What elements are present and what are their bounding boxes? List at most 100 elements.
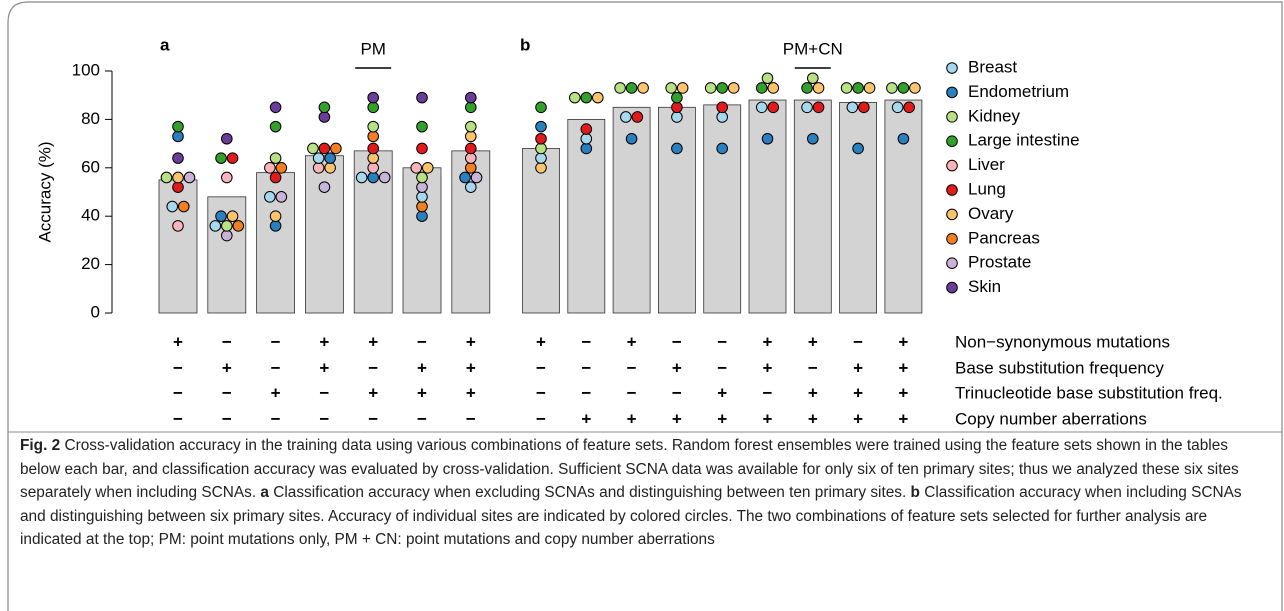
site-dot: [275, 162, 288, 174]
site-dot: [367, 171, 380, 184]
caption-text: Classification accuracy when including S…: [20, 484, 1242, 549]
site-dot: [269, 120, 282, 133]
site-dot: [671, 111, 683, 123]
feature-sign: −: [763, 383, 773, 402]
site-dot: [671, 101, 683, 114]
legend-label: Ovary: [968, 204, 1014, 223]
feature-sign: +: [417, 358, 427, 377]
feature-sign: +: [853, 383, 863, 402]
caption-text: Classification accuracy when excluding S…: [268, 484, 911, 502]
site-dot: [465, 181, 477, 193]
site-dot: [716, 82, 729, 94]
feature-sign: −: [466, 409, 476, 428]
site-dot: [172, 181, 184, 193]
feature-sign: −: [627, 358, 637, 377]
site-dot: [801, 101, 813, 114]
site-dot: [367, 162, 380, 174]
bar: [793, 99, 832, 314]
legend-dot: [946, 184, 958, 196]
bar: [256, 172, 296, 314]
site-dot: [355, 171, 368, 184]
site-dot: [535, 142, 547, 155]
feature-sign: −: [581, 383, 591, 402]
feature-sign: −: [672, 383, 682, 402]
site-dot: [767, 101, 780, 114]
feature-sign: +: [898, 409, 908, 428]
site-dot: [416, 91, 428, 104]
site-dot: [858, 101, 870, 114]
caption-text: Cross-validation accuracy in the trainin…: [20, 437, 1239, 502]
site-dot: [465, 142, 477, 155]
site-dot: [221, 132, 233, 145]
site-dot: [416, 210, 428, 222]
site-dot: [318, 181, 331, 193]
legend-label: Endometrium: [968, 82, 1069, 101]
feature-sign: −: [808, 358, 818, 377]
site-dot: [410, 162, 423, 174]
site-dot: [183, 171, 196, 184]
feature-sign: −: [319, 409, 329, 428]
feature-sign: −: [271, 332, 281, 351]
site-dot: [891, 101, 904, 114]
site-dot: [840, 82, 853, 94]
site-dot: [367, 152, 380, 164]
site-dot: [580, 142, 593, 155]
y-tick-label: 80: [81, 109, 100, 128]
site-dot: [172, 152, 184, 164]
site-dot: [269, 220, 282, 232]
feature-sign: +: [898, 383, 908, 402]
site-dot: [232, 220, 245, 232]
legend-label: Prostate: [968, 253, 1031, 272]
feature-row-label: Base substitution frequency: [955, 358, 1164, 377]
bar: [451, 150, 491, 314]
feature-sign: +: [368, 383, 378, 402]
feature-sign: −: [319, 383, 329, 402]
legend-dot: [946, 111, 958, 123]
feature-sign: +: [763, 409, 773, 428]
site-dot: [580, 132, 593, 145]
site-dot: [614, 82, 626, 94]
legend-label: Liver: [968, 155, 1005, 174]
feature-sign: +: [627, 332, 637, 351]
feature-sign: −: [581, 332, 591, 351]
site-dot: [177, 200, 190, 213]
bar: [304, 155, 344, 314]
annotation: PM: [360, 39, 386, 58]
feature-sign: −: [627, 383, 637, 402]
feature-sign: −: [368, 409, 378, 428]
site-dot: [625, 132, 638, 145]
site-dot: [172, 120, 184, 133]
feature-sign: −: [536, 409, 546, 428]
site-dot: [755, 101, 768, 114]
feature-sign: +: [319, 358, 329, 377]
site-dot: [172, 220, 184, 232]
site-dot: [275, 191, 288, 203]
site-dot: [264, 162, 276, 174]
legend-dot: [946, 159, 958, 172]
site-dot: [470, 171, 483, 184]
feature-sign: +: [417, 383, 427, 402]
site-dot: [801, 82, 813, 94]
site-dot: [209, 220, 222, 232]
site-dot: [903, 101, 915, 114]
bar: [658, 106, 696, 314]
feature-sign: +: [898, 358, 908, 377]
site-dot: [665, 82, 677, 94]
site-dot: [569, 91, 581, 104]
feature-sign: +: [808, 332, 818, 351]
bar: [839, 102, 877, 314]
site-dot: [465, 91, 477, 104]
feature-sign: −: [271, 358, 281, 377]
site-dot: [416, 171, 428, 184]
legend-label: Kidney: [968, 106, 1020, 125]
site-dot: [367, 91, 380, 104]
site-dot: [716, 111, 729, 123]
site-dot: [416, 120, 428, 133]
feature-sign: −: [717, 332, 727, 351]
site-dot: [416, 181, 428, 193]
site-dot: [312, 162, 325, 174]
site-dot: [535, 101, 547, 114]
site-dot: [269, 171, 282, 184]
